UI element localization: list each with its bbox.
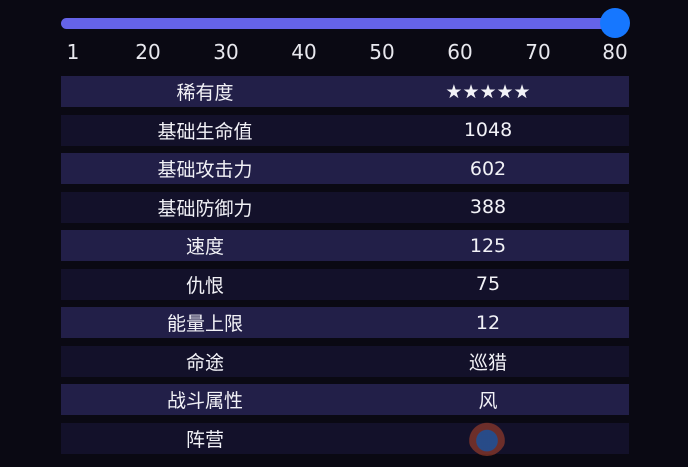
stat-label: 基础生命值: [157, 120, 253, 143]
stat-row: 阵营: [61, 422, 629, 454]
stat-label: 基础防御力: [157, 197, 253, 220]
tick-label: 20: [135, 40, 161, 64]
stat-value: 602: [469, 157, 507, 180]
stat-value: 75: [475, 273, 501, 295]
stat-label: 基础攻击力: [157, 159, 253, 181]
stat-label: 命途: [185, 351, 225, 374]
slider-knob[interactable]: [600, 8, 630, 38]
stat-label: 稀有度: [176, 82, 234, 104]
stat-label: 阵营: [185, 428, 225, 451]
stat-value: 388: [469, 196, 507, 218]
stat-row: 稀有度 ★★★★★: [61, 76, 629, 107]
stat-value: ★★★★★: [445, 80, 531, 103]
stat-label: 仇恨: [185, 274, 225, 297]
stat-value: 巡猎: [468, 351, 508, 374]
stat-value: 1048: [463, 119, 513, 141]
stat-row: 基础生命值 1048: [61, 114, 629, 146]
stat-row: 仇恨 75: [61, 268, 629, 300]
stat-row: 速度 125: [61, 230, 629, 261]
tick-label: 70: [525, 40, 551, 64]
stat-row: 命途 巡猎: [61, 345, 629, 377]
stat-label: 能量上限: [166, 313, 244, 335]
tick-label: 60: [447, 40, 473, 64]
stat-row: 能量上限 12: [61, 307, 629, 338]
stat-row: 基础防御力 388: [61, 191, 629, 223]
tick-label: 40: [291, 40, 317, 64]
stat-value: 12: [475, 311, 501, 334]
stat-label: 战斗属性: [166, 390, 244, 412]
stat-value: 125: [469, 234, 507, 257]
stat-row: 战斗属性 风: [61, 384, 629, 415]
tick-label: 30: [213, 40, 239, 64]
tick-label: 1: [66, 40, 80, 64]
tick-label: 50: [369, 40, 395, 64]
stat-row: 基础攻击力 602: [61, 153, 629, 184]
slider-track[interactable]: [61, 18, 615, 29]
stat-label: 速度: [185, 236, 225, 258]
stat-value: 风: [478, 390, 498, 412]
tick-label: 80: [602, 40, 628, 64]
watermark-logo-icon: [467, 412, 507, 456]
